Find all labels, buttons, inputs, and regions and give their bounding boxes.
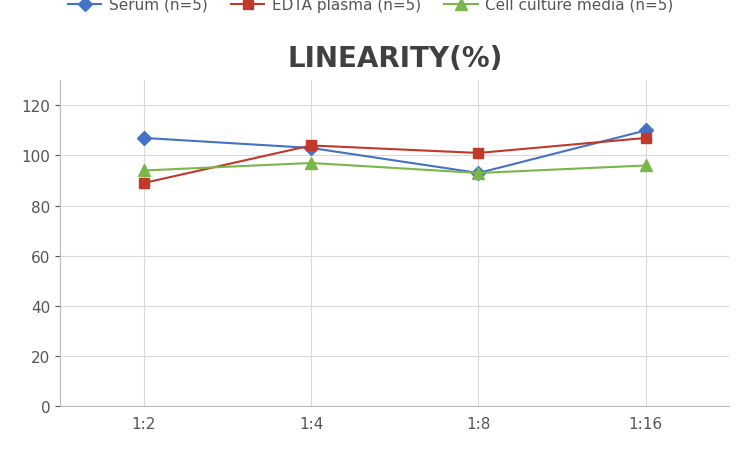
EDTA plasma (n=5) [307, 143, 316, 149]
Serum (n=5) [474, 171, 483, 176]
Cell culture media (n=5) [474, 171, 483, 176]
Cell culture media (n=5) [307, 161, 316, 166]
Line: EDTA plasma (n=5): EDTA plasma (n=5) [139, 134, 650, 189]
Cell culture media (n=5) [139, 168, 148, 174]
Serum (n=5) [641, 129, 650, 134]
Line: Cell culture media (n=5): Cell culture media (n=5) [138, 158, 651, 179]
Cell culture media (n=5) [641, 163, 650, 169]
EDTA plasma (n=5) [139, 181, 148, 186]
Line: Serum (n=5): Serum (n=5) [139, 126, 650, 179]
EDTA plasma (n=5) [474, 151, 483, 156]
Serum (n=5) [307, 146, 316, 152]
Serum (n=5) [139, 136, 148, 141]
EDTA plasma (n=5) [641, 136, 650, 141]
Legend: Serum (n=5), EDTA plasma (n=5), Cell culture media (n=5): Serum (n=5), EDTA plasma (n=5), Cell cul… [68, 0, 674, 13]
Title: LINEARITY(%): LINEARITY(%) [287, 46, 502, 74]
